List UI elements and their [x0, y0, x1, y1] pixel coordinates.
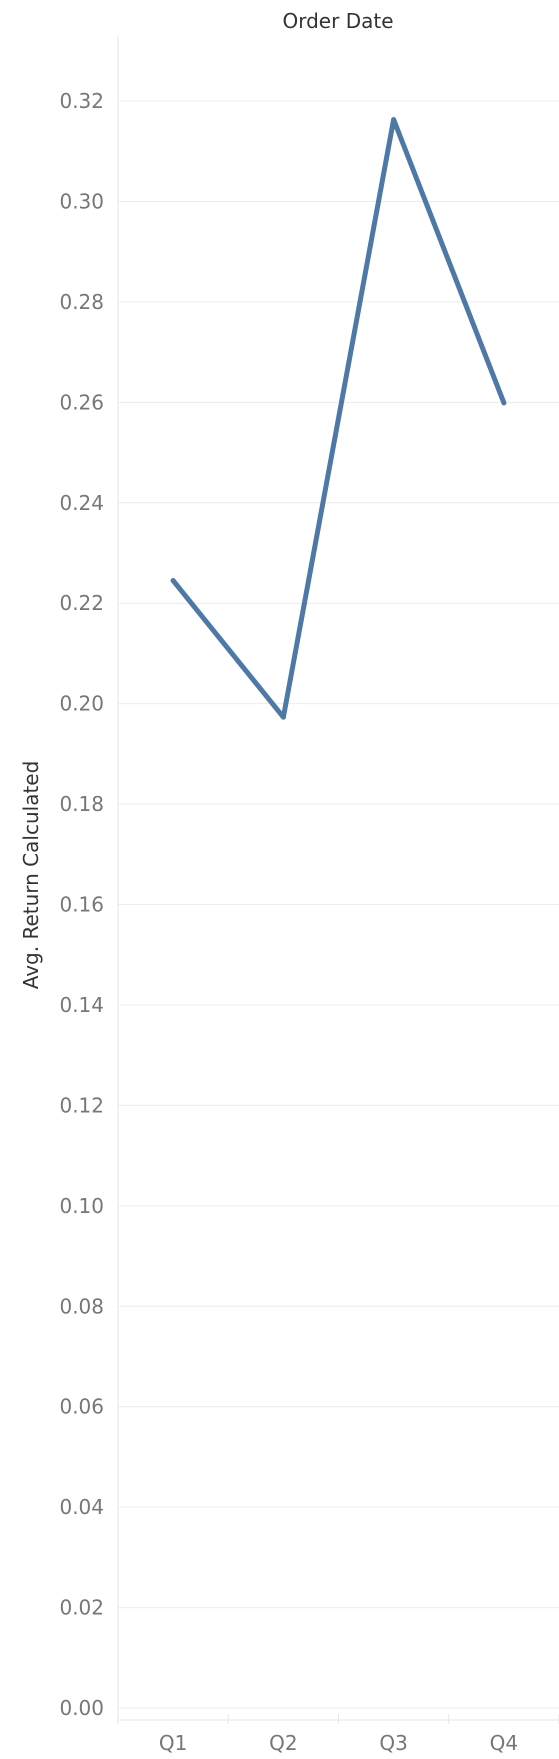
y-tick-label: 0.24 — [59, 491, 104, 515]
y-tick-label: 0.00 — [59, 1696, 104, 1720]
series-layer — [170, 117, 507, 720]
data-point-q3[interactable] — [391, 117, 397, 123]
y-tick-label: 0.28 — [59, 290, 104, 314]
axes — [117, 35, 559, 1721]
y-tick-label: 0.08 — [59, 1294, 104, 1318]
y-tick-label: 0.10 — [59, 1194, 104, 1218]
y-tick-label: 0.26 — [59, 390, 104, 414]
x-tick-label: Q2 — [269, 1731, 297, 1755]
series-line — [170, 117, 507, 720]
y-tick-label: 0.14 — [59, 993, 104, 1017]
y-tick-label: 0.22 — [59, 591, 104, 615]
data-point-q4[interactable] — [501, 400, 507, 406]
x-tick-label: Q3 — [379, 1731, 407, 1755]
x-tick-labels: Q1 Q2 Q3 Q4 — [117, 1714, 559, 1755]
y-tick-label: 0.06 — [59, 1395, 104, 1419]
x-tick-label: Q1 — [159, 1731, 187, 1755]
y-axis-label: Avg. Return Calculated — [19, 761, 43, 990]
y-tick-label: 0.12 — [59, 1093, 104, 1117]
chart-title: Order Date — [283, 9, 394, 33]
y-tick-label: 0.02 — [59, 1596, 104, 1620]
y-tick-label: 0.32 — [59, 89, 104, 113]
y-tick-label: 0.20 — [59, 692, 104, 716]
x-tick-label: Q4 — [490, 1731, 518, 1755]
data-point-q2[interactable] — [280, 714, 286, 720]
gridlines — [118, 100, 559, 1709]
y-tick-label: 0.04 — [59, 1495, 104, 1519]
data-point-q1[interactable] — [170, 578, 176, 584]
y-tick-labels: 0.00 0.02 0.04 0.06 0.08 0.10 0.12 0.14 0.16 0.18… — [59, 89, 104, 1720]
y-tick-label: 0.18 — [59, 792, 104, 816]
y-tick-label: 0.16 — [59, 893, 104, 917]
y-tick-label: 0.30 — [59, 189, 104, 213]
